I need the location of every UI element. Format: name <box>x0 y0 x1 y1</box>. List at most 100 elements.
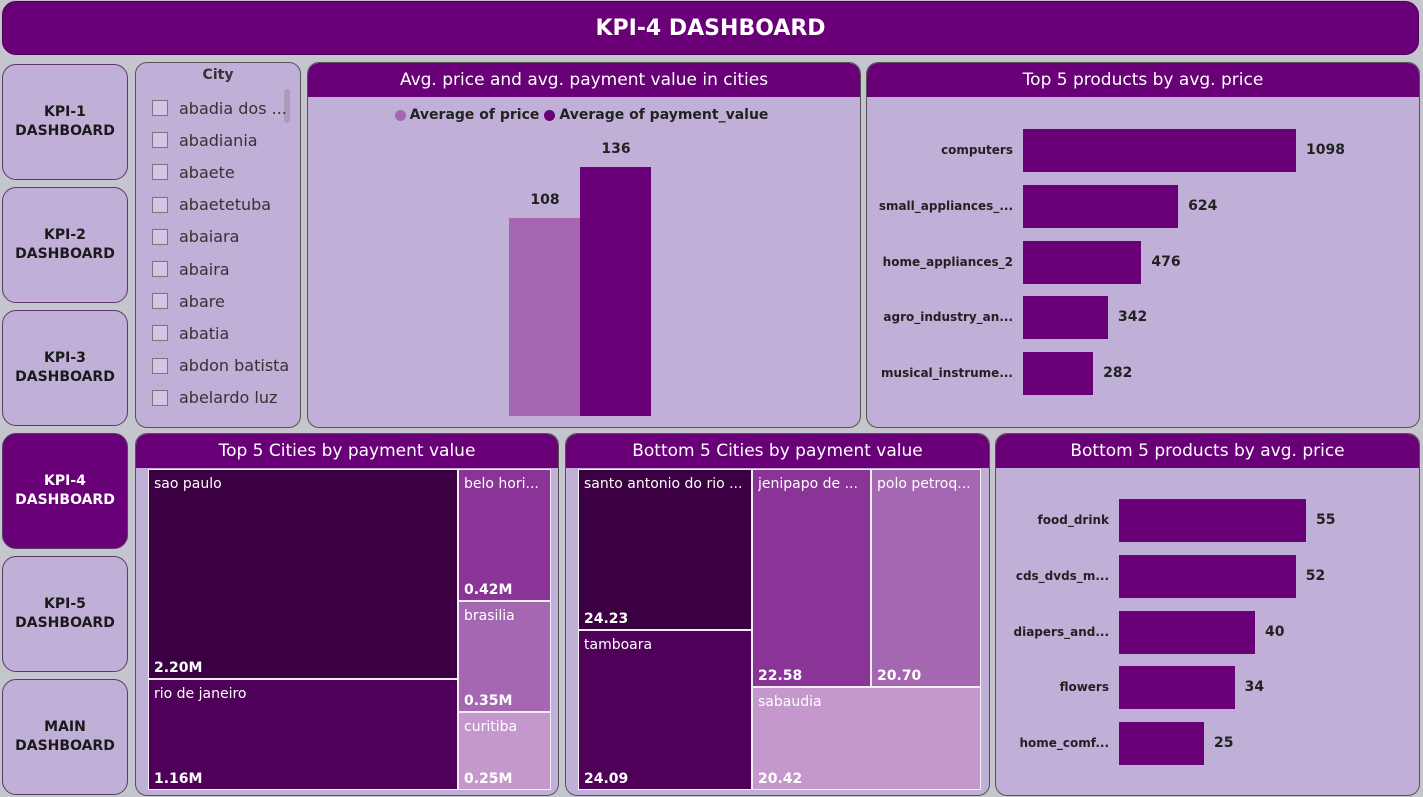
slicer-item[interactable]: abelardo luz <box>152 386 277 410</box>
bar-value-label: 342 <box>1118 309 1148 326</box>
treemap-cell[interactable]: brasilia 0.35M <box>458 601 551 712</box>
top-products-chart: Top 5 products by avg. price computers 10… <box>866 62 1420 428</box>
slicer-item-label: abaiara <box>179 227 240 247</box>
cell-name: tamboara <box>584 637 653 653</box>
category-label: agro_industry_an... <box>883 310 1013 325</box>
nav-kpi-5-button[interactable]: KPI-5 DASHBOARD <box>2 556 128 672</box>
page-title: KPI-4 DASHBOARD <box>595 15 826 41</box>
cell-value: 22.58 <box>758 668 803 684</box>
legend-label: Average of price <box>409 107 540 123</box>
treemap-cell[interactable]: sao paulo 2.20M <box>148 469 458 679</box>
treemap-cell[interactable]: rio de janeiro 1.16M <box>148 679 458 790</box>
bar <box>1119 722 1204 766</box>
slicer-item[interactable]: abdon batista <box>152 354 289 378</box>
cell-value: 20.42 <box>758 771 803 787</box>
slicer-item-label: abatia <box>179 323 230 343</box>
bar-value-label: 136 <box>601 141 631 157</box>
bar <box>1023 296 1109 340</box>
treemap-cell[interactable]: jenipapo de ... 22.58 <box>752 469 871 687</box>
checkbox-icon <box>152 228 168 245</box>
category-label: home_appliances_2 <box>882 254 1013 269</box>
cell-value: 20.70 <box>877 668 922 684</box>
bar-value-label: 40 <box>1265 623 1285 640</box>
slicer-item-label: abadia dos ... <box>179 98 287 118</box>
legend-label: Average of payment_value <box>559 107 769 123</box>
treemap-cell[interactable]: sabaudia 20.42 <box>752 687 981 790</box>
cell-value: 1.16M <box>154 771 203 787</box>
cell-value: 0.35M <box>464 693 513 709</box>
bar <box>1023 184 1179 228</box>
legend-dot-icon <box>394 109 406 121</box>
slicer-item[interactable]: abaetetuba <box>152 193 271 217</box>
category-label: computers <box>941 143 1013 157</box>
checkbox-icon <box>152 100 168 116</box>
treemap-cell[interactable]: santo antonio do rio ... 24.23 <box>578 469 752 630</box>
bar-value-label: 25 <box>1214 735 1234 752</box>
treemap-cell[interactable]: tamboara 24.09 <box>578 630 752 790</box>
legend-item-payment: Average of payment_value <box>544 107 768 123</box>
chart-title: Avg. price and avg. payment value in cit… <box>308 63 860 97</box>
checkbox-icon <box>152 325 168 342</box>
bar <box>1023 352 1094 396</box>
slicer-item-label: abare <box>179 291 225 311</box>
dashboard-header: KPI-4 DASHBOARD <box>2 1 1419 55</box>
slicer-item[interactable]: abadiania <box>152 128 258 152</box>
cell-value: 24.23 <box>584 611 629 627</box>
treemap-cell[interactable]: polo petroq... 20.70 <box>871 469 981 687</box>
bar-value-label: 52 <box>1305 567 1326 584</box>
bar <box>1023 129 1296 172</box>
bottom-cities-treemap: Bottom 5 Cities by payment value santo a… <box>565 433 990 796</box>
nav-kpi-1-button[interactable]: KPI-1 DASHBOARD <box>2 64 128 180</box>
slicer-item-label: abaira <box>179 259 230 279</box>
cell-name: belo hori... <box>464 476 539 492</box>
checkbox-icon <box>152 132 168 149</box>
slicer-item[interactable]: abaiara <box>152 225 239 249</box>
checkbox-icon <box>152 261 168 277</box>
chart-title: Bottom 5 Cities by payment value <box>566 434 989 468</box>
category-label: flowers <box>1059 680 1109 695</box>
slicer-item[interactable]: abaira <box>152 257 230 281</box>
bar-value-label: 108 <box>530 192 560 209</box>
slicer-item-label: abaetetuba <box>179 195 272 215</box>
slicer-scrollbar[interactable] <box>284 89 290 123</box>
cell-value: 0.25M <box>464 771 513 787</box>
cell-name: sabaudia <box>758 694 822 710</box>
nav-kpi-3-button[interactable]: KPI-3 DASHBOARD <box>2 310 128 426</box>
slicer-item[interactable]: abatia <box>152 321 229 345</box>
treemap-cell[interactable]: curitiba 0.25M <box>458 712 551 790</box>
nav-main-button[interactable]: MAIN DASHBOARD <box>2 679 128 795</box>
cell-name: brasilia <box>464 608 515 624</box>
slicer-item[interactable]: abaete <box>152 160 235 184</box>
category-label: cds_dvds_m... <box>1015 568 1109 583</box>
nav-kpi-2-button[interactable]: KPI-2 DASHBOARD <box>2 187 128 303</box>
checkbox-icon <box>152 293 168 310</box>
bar-value-label: 624 <box>1188 197 1218 214</box>
nav-kpi-4-button[interactable]: KPI-4 DASHBOARD <box>2 433 128 549</box>
slicer-item-label: abadiania <box>179 130 258 150</box>
slicer-item-label: abaete <box>179 162 235 182</box>
checkbox-icon <box>152 196 168 213</box>
cell-name: sao paulo <box>154 476 222 492</box>
bar-value-label: 476 <box>1151 253 1181 270</box>
slicer-item-label: abelardo luz <box>179 388 278 408</box>
cell-name: curitiba <box>464 719 518 735</box>
avg-cities-chart: Avg. price and avg. payment value in cit… <box>307 62 861 428</box>
bar-payment <box>580 167 651 416</box>
category-label: food_drink <box>1037 513 1109 527</box>
category-label: home_comf... <box>1019 736 1109 751</box>
cell-name: rio de janeiro <box>154 686 247 702</box>
category-label: diapers_and... <box>1013 624 1110 639</box>
chart-title: Bottom 5 products by avg. price <box>996 434 1419 468</box>
cell-value: 0.42M <box>464 582 513 598</box>
slicer-item[interactable]: abadia dos ... <box>152 96 287 120</box>
cell-name: polo petroq... <box>877 476 971 492</box>
bar <box>1119 666 1235 710</box>
city-slicer: City abadia dos ... abadiania abaete abaete… <box>135 62 301 428</box>
bar-price <box>509 218 580 416</box>
legend-dot-icon <box>544 109 556 121</box>
treemap-cell[interactable]: belo hori... 0.42M <box>458 469 551 601</box>
checkbox-icon <box>152 164 168 181</box>
category-label: musical_instrume... <box>881 366 1013 381</box>
slicer-item[interactable]: abare <box>152 289 225 313</box>
bar-value-label: 1098 <box>1306 142 1345 158</box>
